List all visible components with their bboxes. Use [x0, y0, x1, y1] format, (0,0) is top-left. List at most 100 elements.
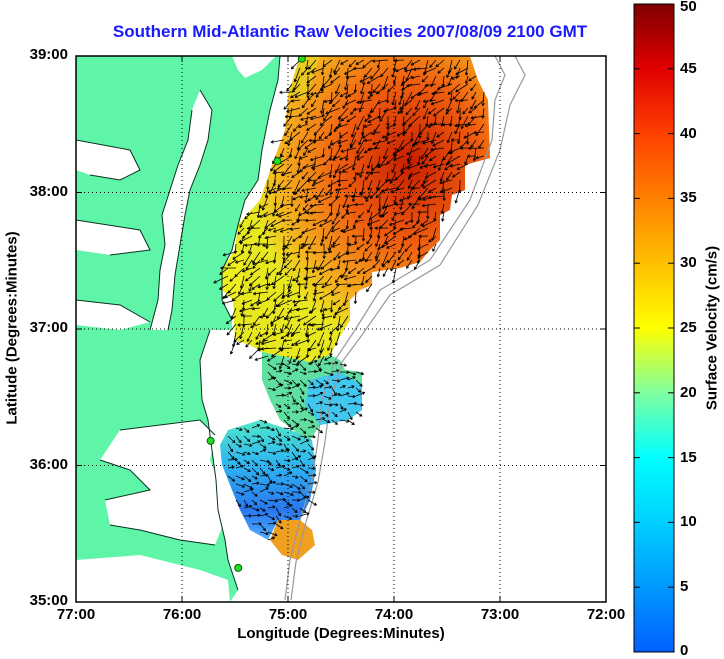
velocity-arrow	[328, 163, 333, 178]
velocity-arrow	[270, 139, 285, 144]
velocity-arrow	[335, 187, 349, 192]
velocity-arrow	[331, 291, 341, 296]
velocity-arrow	[306, 107, 317, 115]
velocity-arrow	[355, 411, 363, 417]
velocity-arrow	[251, 434, 261, 439]
velocity-arrow	[246, 331, 253, 342]
velocity-arrow	[299, 387, 305, 395]
velocity-arrow	[347, 267, 357, 274]
velocity-arrow	[297, 243, 301, 259]
velocity-arrow	[367, 147, 381, 151]
velocity-arrow	[345, 251, 357, 256]
velocity-arrow	[439, 187, 453, 194]
velocity-arrow	[272, 203, 277, 217]
velocity-arrow	[355, 171, 365, 176]
velocity-arrow	[307, 466, 316, 471]
velocity-arrow	[251, 507, 260, 512]
velocity-arrow	[353, 291, 358, 304]
velocity-arrow	[304, 115, 309, 125]
velocity-arrow	[235, 259, 245, 264]
map-area	[76, 56, 606, 602]
velocity-arrow	[390, 259, 397, 272]
velocity-arrow	[331, 369, 340, 373]
velocity-arrow	[405, 107, 413, 116]
velocity-arrow	[264, 219, 277, 229]
velocity-arrow	[235, 459, 241, 465]
velocity-arrow	[340, 315, 349, 328]
velocity-arrow	[433, 107, 445, 117]
velocity-arrow	[348, 59, 357, 68]
velocity-arrow	[277, 299, 293, 307]
velocity-arrow	[315, 392, 324, 397]
velocity-arrow	[338, 170, 349, 174]
velocity-arrow	[404, 219, 413, 225]
velocity-arrow	[308, 138, 325, 143]
velocity-arrow	[355, 379, 363, 387]
velocity-arrow	[267, 531, 278, 537]
velocity-arrow	[446, 155, 461, 165]
velocity-arrow	[379, 107, 389, 122]
velocity-arrow	[454, 187, 461, 204]
velocity-arrow	[411, 195, 421, 210]
velocity-arrow	[437, 83, 453, 90]
velocity-arrow	[283, 259, 293, 269]
velocity-arrow	[267, 187, 277, 193]
velocity-arrow	[421, 219, 437, 228]
velocity-arrow	[420, 179, 429, 187]
velocity-arrow	[386, 155, 397, 165]
velocity-arrow	[259, 473, 269, 478]
velocity-arrow	[285, 251, 301, 257]
velocity-arrow	[335, 83, 341, 95]
velocity-field-south	[220, 420, 316, 540]
velocity-arrow	[291, 483, 301, 490]
velocity-arrow	[313, 131, 317, 144]
velocity-arrow	[290, 91, 301, 99]
velocity-arrow	[299, 427, 307, 434]
velocity-arrow	[225, 315, 237, 325]
velocity-arrow	[251, 283, 261, 290]
velocity-arrow	[328, 91, 341, 105]
velocity-arrow	[310, 323, 325, 327]
velocity-arrow	[362, 131, 373, 139]
velocity-arrow	[417, 243, 429, 250]
velocity-arrow	[391, 91, 397, 106]
velocity-arrow	[260, 251, 269, 261]
velocity-arrow	[235, 483, 245, 488]
velocity-arrow	[446, 171, 453, 181]
velocity-arrow	[431, 91, 445, 96]
velocity-arrow	[347, 376, 356, 381]
velocity-arrow	[468, 107, 477, 114]
velocity-arrow	[315, 187, 325, 201]
velocity-arrow	[275, 403, 282, 408]
velocity-arrow	[368, 211, 381, 221]
velocity-arrow	[294, 91, 309, 99]
velocity-arrow	[286, 107, 301, 113]
radar-station-marker	[297, 56, 306, 63]
velocity-arrow	[331, 211, 341, 225]
velocity-arrow	[467, 154, 477, 158]
velocity-arrow	[356, 147, 365, 159]
velocity-arrow	[396, 259, 405, 266]
velocity-arrow	[283, 483, 293, 488]
velocity-arrow	[383, 203, 397, 209]
velocity-arrow	[288, 283, 293, 293]
velocity-arrow	[353, 171, 357, 181]
colorbar-tick-label: 45	[680, 59, 697, 77]
x-tick-label: 74:00	[374, 606, 414, 623]
velocity-arrow	[364, 115, 373, 122]
velocity-arrow	[420, 147, 429, 160]
velocity-arrow	[307, 347, 317, 352]
velocity-arrow	[291, 368, 299, 373]
velocity-arrow	[396, 179, 405, 191]
velocity-arrow	[283, 499, 290, 506]
velocity-arrow	[321, 307, 325, 317]
velocity-arrow	[321, 283, 333, 289]
x-tick-label: 73:00	[480, 606, 520, 623]
velocity-arrow	[404, 243, 413, 252]
velocity-arrow	[222, 299, 237, 305]
velocity-arrow	[232, 251, 245, 260]
velocity-arrow	[283, 419, 292, 428]
velocity-arrow	[227, 451, 235, 460]
velocity-arrow	[457, 131, 461, 145]
velocity-arrow	[237, 323, 253, 327]
